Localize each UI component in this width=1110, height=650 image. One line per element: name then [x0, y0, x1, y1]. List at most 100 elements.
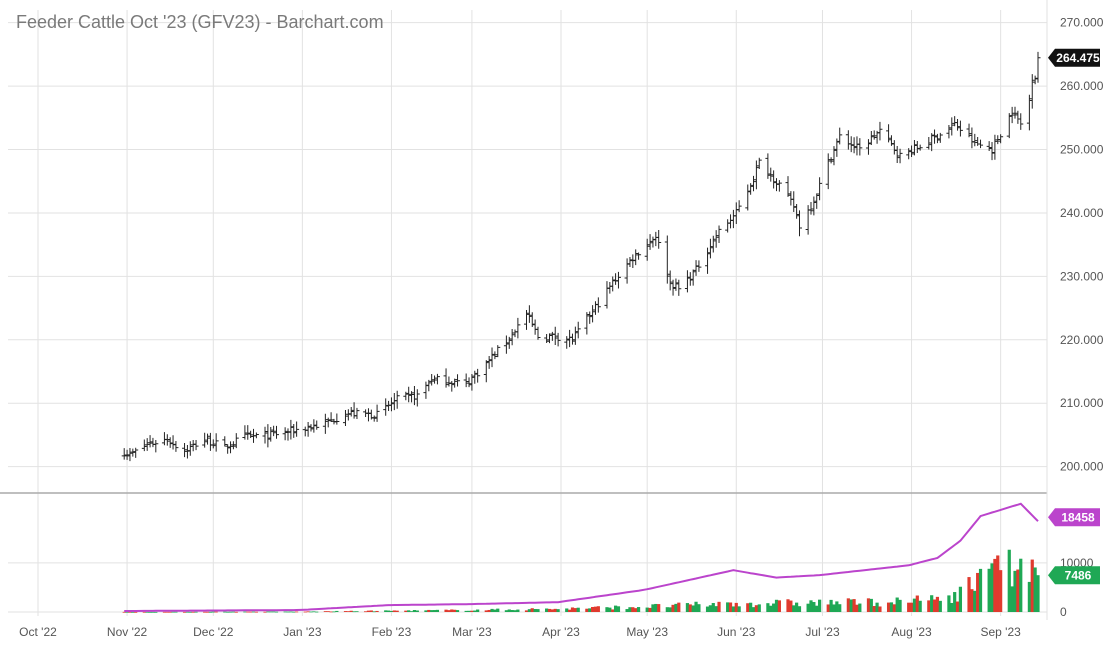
price-bar — [975, 137, 981, 146]
price-bar — [995, 135, 1001, 145]
volume-bar — [165, 611, 169, 613]
volume-bar — [625, 609, 629, 612]
open-interest-line — [124, 502, 1039, 612]
volume-bar — [909, 602, 914, 612]
open-interest-badge-text: 18458 — [1061, 511, 1095, 525]
volume-bar — [134, 611, 138, 613]
volume-bar — [450, 609, 454, 612]
price-bar — [153, 440, 159, 453]
price-bar — [771, 170, 777, 189]
volume-bar — [829, 599, 833, 612]
price-bar — [572, 326, 578, 345]
price-bar — [182, 442, 188, 458]
price-bar — [164, 434, 170, 446]
volume-bar — [708, 605, 713, 612]
price-bar — [426, 379, 432, 392]
price-bar — [124, 449, 130, 460]
volume-bar — [812, 602, 816, 612]
volume-bar — [596, 606, 600, 612]
volume-bar — [343, 611, 348, 612]
price-bar — [857, 138, 863, 156]
price-bar — [127, 447, 133, 462]
price-bar — [546, 333, 552, 344]
price-bar — [756, 157, 762, 169]
price-bar — [791, 191, 797, 212]
price-bar — [294, 421, 300, 437]
price-bar — [193, 439, 199, 451]
price-bar — [1032, 75, 1038, 85]
volume-bar — [415, 610, 419, 612]
price-bar — [595, 297, 601, 313]
price-bar — [305, 422, 311, 437]
volume-bar — [967, 577, 971, 612]
price-bar — [167, 437, 173, 448]
volume-bar — [162, 611, 167, 613]
volume-bar — [496, 608, 500, 612]
price-bar — [1035, 51, 1041, 83]
volume-bar — [349, 610, 353, 612]
volume-bar — [154, 611, 158, 613]
price-bar — [388, 397, 394, 412]
volume-bar — [611, 609, 615, 612]
price-bar — [225, 444, 231, 454]
volume-bar — [516, 609, 520, 612]
volume-bar — [432, 610, 437, 612]
volume-bar — [424, 610, 428, 612]
price-bar — [831, 146, 837, 166]
price-bar — [768, 167, 774, 182]
volume-bar — [122, 611, 126, 613]
volume-bar — [797, 606, 802, 612]
price-bar — [955, 119, 961, 131]
price-bar — [650, 236, 656, 248]
price-bar — [911, 140, 917, 156]
volume-bar — [274, 611, 279, 613]
volume-bar — [677, 602, 681, 612]
volume-bar — [628, 607, 632, 612]
price-bar — [716, 225, 722, 244]
volume-bar — [249, 611, 253, 613]
volume-bar — [125, 611, 129, 613]
volume-bar — [590, 606, 595, 612]
price-bar — [150, 437, 156, 448]
volume-bar — [938, 600, 942, 612]
price-bar — [604, 281, 610, 309]
price-bar — [653, 231, 659, 247]
chart-title: Feeder Cattle Oct '23 (GFV23) - Barchart… — [16, 12, 384, 32]
volume-bars — [122, 549, 1040, 613]
volume-bar — [918, 600, 922, 612]
price-bar — [656, 230, 662, 249]
price-bar — [624, 258, 630, 284]
volume-bar — [895, 597, 899, 612]
volume-bar — [573, 608, 577, 612]
price-bar — [986, 141, 992, 152]
volume-bar — [915, 595, 919, 612]
volume-bar — [335, 610, 339, 612]
volume-bar — [223, 611, 227, 613]
price-bar — [121, 448, 127, 460]
price-bar — [575, 321, 581, 339]
volume-badge-bg — [1048, 566, 1100, 585]
volume-bar — [849, 599, 853, 612]
volume-bar — [372, 611, 376, 613]
volume-bar — [671, 604, 675, 612]
price-bar — [837, 127, 843, 145]
volume-bar — [657, 604, 661, 612]
price-bar — [187, 441, 193, 456]
price-bar — [796, 210, 802, 237]
price-bar — [1006, 113, 1012, 139]
volume-bar — [835, 601, 839, 612]
price-bar — [644, 238, 650, 261]
price-bar — [308, 424, 314, 432]
volume-bar — [384, 610, 388, 612]
volume-bar — [286, 611, 290, 613]
price-bar — [268, 427, 274, 442]
price-bar — [877, 121, 883, 141]
price-bar — [552, 326, 558, 345]
volume-bar — [444, 609, 448, 612]
price-bar — [725, 219, 731, 233]
volume-bar — [1036, 575, 1040, 612]
price-bar — [213, 433, 219, 452]
volume-bar — [875, 602, 879, 612]
volume-bar — [547, 608, 552, 612]
price-bar — [748, 183, 754, 195]
